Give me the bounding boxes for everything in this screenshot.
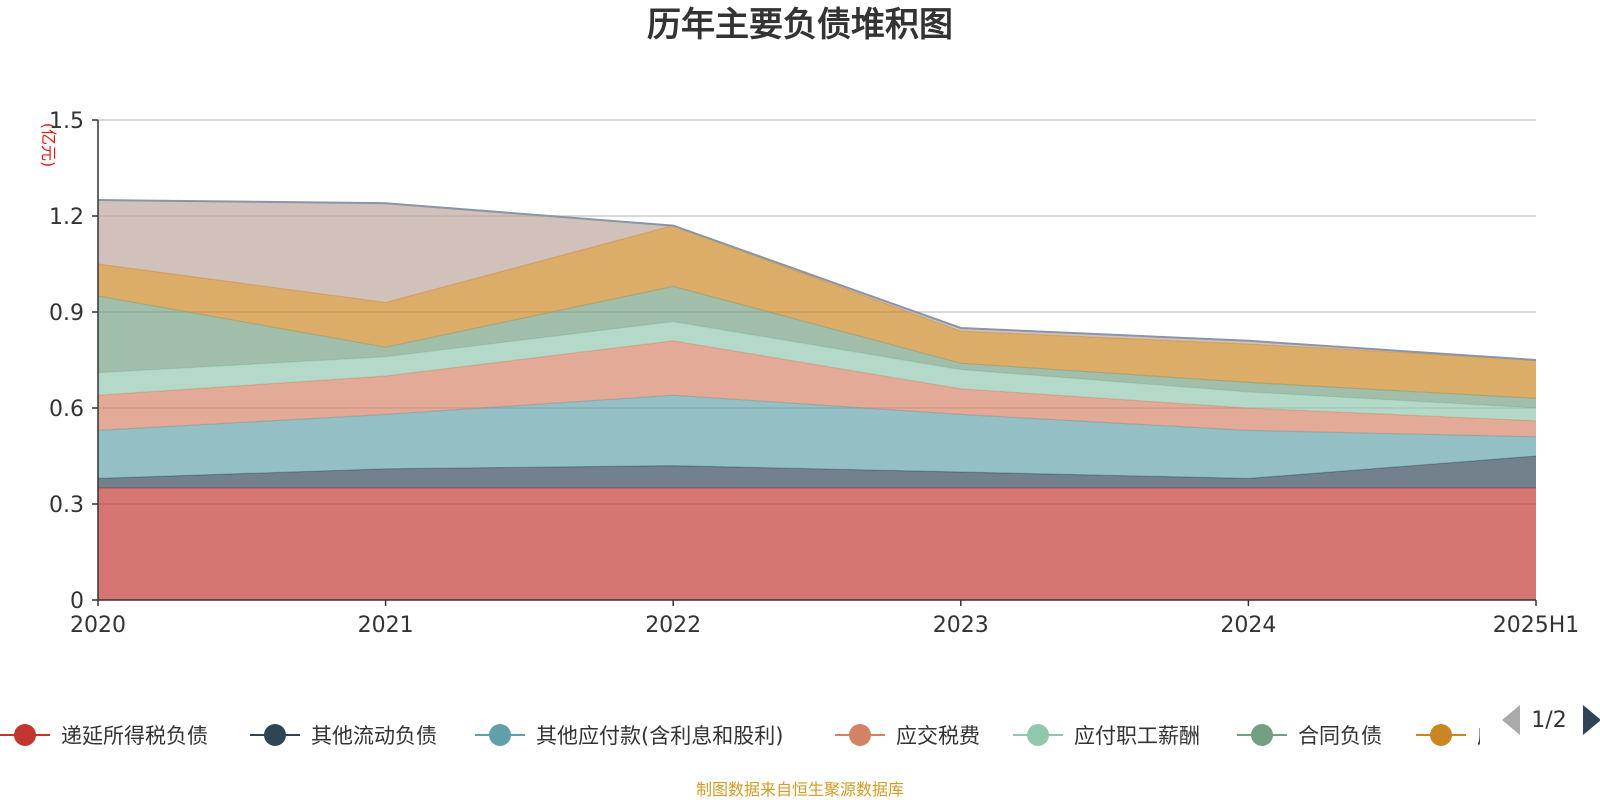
legend-item: 其他应付款(含利息和股利) xyxy=(475,724,783,748)
legend-next-arrow-icon[interactable] xyxy=(1583,705,1600,735)
legend-item: 合同负债 xyxy=(1237,724,1382,748)
legend-item: 递延所得税负债 xyxy=(0,724,208,748)
x-tick-label: 2020 xyxy=(70,613,126,638)
x-tick-label: 2025H1 xyxy=(1493,613,1580,638)
legend-item-label: 应付职工薪酬 xyxy=(1074,724,1200,748)
legend-marker-icon xyxy=(1027,724,1049,746)
legend-marker-icon xyxy=(849,724,871,746)
y-tick-label: 0.9 xyxy=(49,301,84,326)
legend-item-label: 其他应付款(含利息和股利) xyxy=(536,724,783,748)
x-tick-label: 2022 xyxy=(645,613,701,638)
area-series-3 xyxy=(98,340,1536,437)
area-series-6 xyxy=(98,225,1536,399)
legend-item: 应付职工薪酬 xyxy=(1013,724,1200,748)
legend-prev-arrow-icon[interactable] xyxy=(1502,705,1520,735)
area-series-1 xyxy=(98,456,1536,488)
y-tick-label: 1.2 xyxy=(49,205,84,230)
legend-item-label: 应交税费 xyxy=(896,724,980,748)
y-tick-label: 1.5 xyxy=(49,109,84,134)
legend: 递延所得税负债 其他流动负债 其他应付款(含利息和股利) 应交税费 应付职工薪酬 合同负债… xyxy=(0,724,1498,748)
legend-marker-icon xyxy=(14,724,36,746)
y-axis-unit-label: (亿元) xyxy=(39,123,58,168)
area-series-0 xyxy=(98,488,1536,600)
legend-marker-icon xyxy=(489,724,511,746)
legend-item-label: 合同负债 xyxy=(1298,724,1382,748)
y-tick-label: 0 xyxy=(70,589,84,614)
x-tick-label: 2024 xyxy=(1220,613,1276,638)
legend-item-label: 其他流动负债 xyxy=(311,724,437,748)
legend-item-label: 递延所得税负债 xyxy=(61,724,208,748)
legend-marker-icon xyxy=(264,724,286,746)
legend-item-label-truncated: 应 xyxy=(1477,724,1498,748)
area-series-group xyxy=(97,199,1537,600)
legend-pager: 1/2 xyxy=(1502,705,1600,735)
x-tick-label: 2023 xyxy=(933,613,989,638)
legend-marker-icon xyxy=(1251,724,1273,746)
legend-page-indicator: 1/2 xyxy=(1531,708,1566,733)
legend-marker-icon xyxy=(1430,724,1452,746)
chart-title: 历年主要负债堆积图 xyxy=(647,5,953,45)
stack-total-outline xyxy=(97,199,1537,361)
area-series-4 xyxy=(98,321,1536,421)
legend-item: 其他流动负债 xyxy=(250,724,437,748)
area-series-2 xyxy=(98,395,1536,479)
y-tick-label: 0.3 xyxy=(49,493,84,518)
legend-item: 应交税费 xyxy=(835,724,980,748)
area-series-7 xyxy=(98,200,1536,360)
data-source-note: 制图数据来自恒生聚源数据库 xyxy=(696,780,904,799)
axes: 0 0.3 0.6 0.9 1.2 1.5 2020 2021 2022 2023 2024 2025… xyxy=(49,109,1579,638)
x-tick-label: 2021 xyxy=(358,613,414,638)
y-tick-label: 0.6 xyxy=(49,397,84,422)
legend-item-truncated: 应 xyxy=(1416,724,1498,748)
